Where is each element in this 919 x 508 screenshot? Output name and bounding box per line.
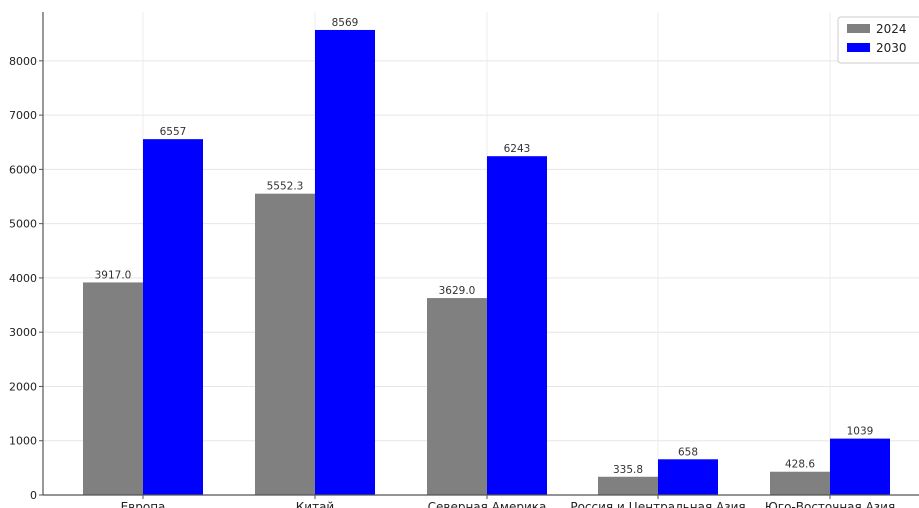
bar-2030-0 <box>143 139 203 496</box>
y-tick-label: 1000 <box>9 435 37 448</box>
data-label-2024-3: 335.8 <box>613 464 643 476</box>
y-tick-label: 6000 <box>9 163 37 176</box>
data-label-2024-0: 3917.0 <box>95 269 132 281</box>
y-tick-label: 0 <box>30 489 37 502</box>
bars <box>83 29 890 496</box>
data-label-2030-2: 6243 <box>504 143 531 155</box>
data-label-2030-3: 658 <box>678 446 698 458</box>
x-tick-label: Россия и Центральная Азия <box>570 500 745 508</box>
legend-label-2030: 2030 <box>876 41 907 55</box>
data-labels: 3917.0 5552.3 3629.0 335.8 428.6 6557 8569 6243… <box>95 17 874 476</box>
y-tick-label: 8000 <box>9 55 37 68</box>
bar-2030-4 <box>830 438 890 495</box>
bar-2024-2 <box>427 298 487 495</box>
bar-2024-3 <box>598 476 658 495</box>
legend: 2024 2030 <box>837 16 919 64</box>
data-label-2024-4: 428.6 <box>785 459 815 471</box>
legend-swatch-2024 <box>847 24 870 33</box>
data-label-2030-1: 8569 <box>332 17 359 29</box>
bar-2024-0 <box>83 282 143 495</box>
y-tick-label: 4000 <box>9 272 37 285</box>
y-tick-label: 2000 <box>9 380 37 393</box>
y-tick-label: 7000 <box>9 109 37 122</box>
legend-label-2024: 2024 <box>876 22 907 36</box>
data-label-2030-4: 1039 <box>847 426 874 438</box>
axes: 0 1000 2000 3000 4000 5000 6000 7000 8000 Европа К… <box>9 12 919 508</box>
bar-2030-1 <box>315 29 375 496</box>
y-tick-label: 5000 <box>9 218 37 231</box>
bar-2030-2 <box>487 156 547 495</box>
x-tick-label: Китай <box>296 500 334 508</box>
data-label-2024-2: 3629.0 <box>439 285 476 297</box>
legend-swatch-2030 <box>847 43 870 52</box>
bar-2024-1 <box>255 193 315 496</box>
y-tick-label: 3000 <box>9 326 37 339</box>
bar-2030-3 <box>658 459 718 495</box>
x-tick-label: Северная Америка <box>428 500 547 508</box>
x-tick-label: Европа <box>121 500 166 508</box>
bar-2024-4 <box>770 471 830 495</box>
x-tick-label: Юго-Восточная Азия <box>765 500 895 508</box>
data-label-2030-0: 6557 <box>160 126 187 138</box>
data-label-2024-1: 5552.3 <box>267 181 304 193</box>
